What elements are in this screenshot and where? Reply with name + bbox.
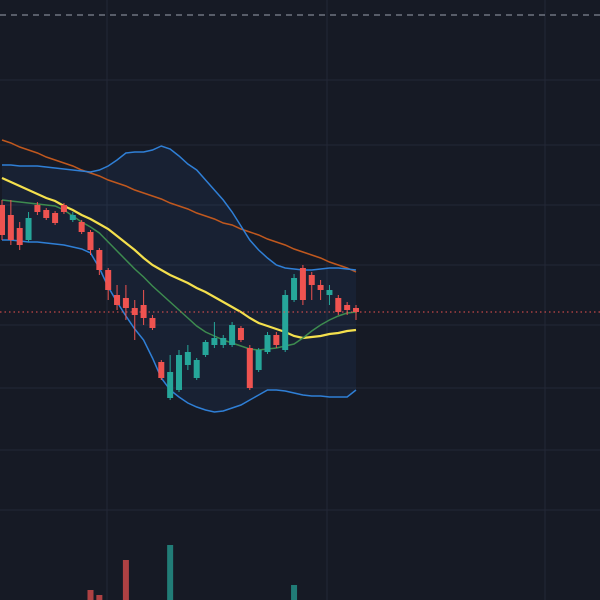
indicator-line <box>2 239 357 413</box>
candle-body <box>176 355 182 390</box>
candle-body <box>184 352 191 365</box>
volume-bar <box>87 590 94 600</box>
candle-body <box>96 250 103 270</box>
candle-body <box>353 308 359 312</box>
candle-body <box>326 290 333 295</box>
candle-body <box>43 210 50 218</box>
candle-body <box>246 348 253 388</box>
candle-body <box>211 338 218 345</box>
volume-bar <box>167 545 174 600</box>
volume-bar <box>96 595 103 600</box>
candle-body <box>237 328 244 340</box>
candle-body <box>299 268 306 300</box>
candle-body <box>344 305 351 310</box>
indicator-line <box>1 139 357 273</box>
candle-body <box>308 275 315 285</box>
candle-body <box>34 205 41 212</box>
candle-body <box>158 362 165 378</box>
candle-body <box>291 278 298 300</box>
candle-body <box>282 295 289 350</box>
candle-body <box>220 338 227 345</box>
candle-body <box>114 295 121 305</box>
candle-body <box>264 335 271 352</box>
candle-body <box>273 335 280 345</box>
candle-body <box>167 372 174 398</box>
candle-body <box>193 360 200 378</box>
candle-body <box>78 222 85 232</box>
candle-body <box>229 325 236 345</box>
candle-body <box>122 298 129 308</box>
volume-bar <box>291 585 298 600</box>
candle-body <box>87 232 94 250</box>
candle-body <box>16 228 23 245</box>
candle-body <box>140 305 147 318</box>
candle-body <box>69 215 76 220</box>
candle-body <box>317 285 324 290</box>
indicator-line <box>1 176 357 340</box>
candle-body <box>202 342 209 355</box>
candle-body <box>60 205 67 212</box>
candle-body <box>7 215 14 240</box>
candle-body <box>105 270 112 290</box>
candle-body <box>131 308 138 315</box>
candle-body <box>335 298 342 312</box>
indicator-line <box>2 145 357 271</box>
volume-bar <box>122 560 129 600</box>
candle-body <box>255 350 262 370</box>
candle-body <box>149 318 156 328</box>
candle-body <box>25 218 32 240</box>
candle-body <box>52 213 59 223</box>
candle-body <box>0 205 5 235</box>
